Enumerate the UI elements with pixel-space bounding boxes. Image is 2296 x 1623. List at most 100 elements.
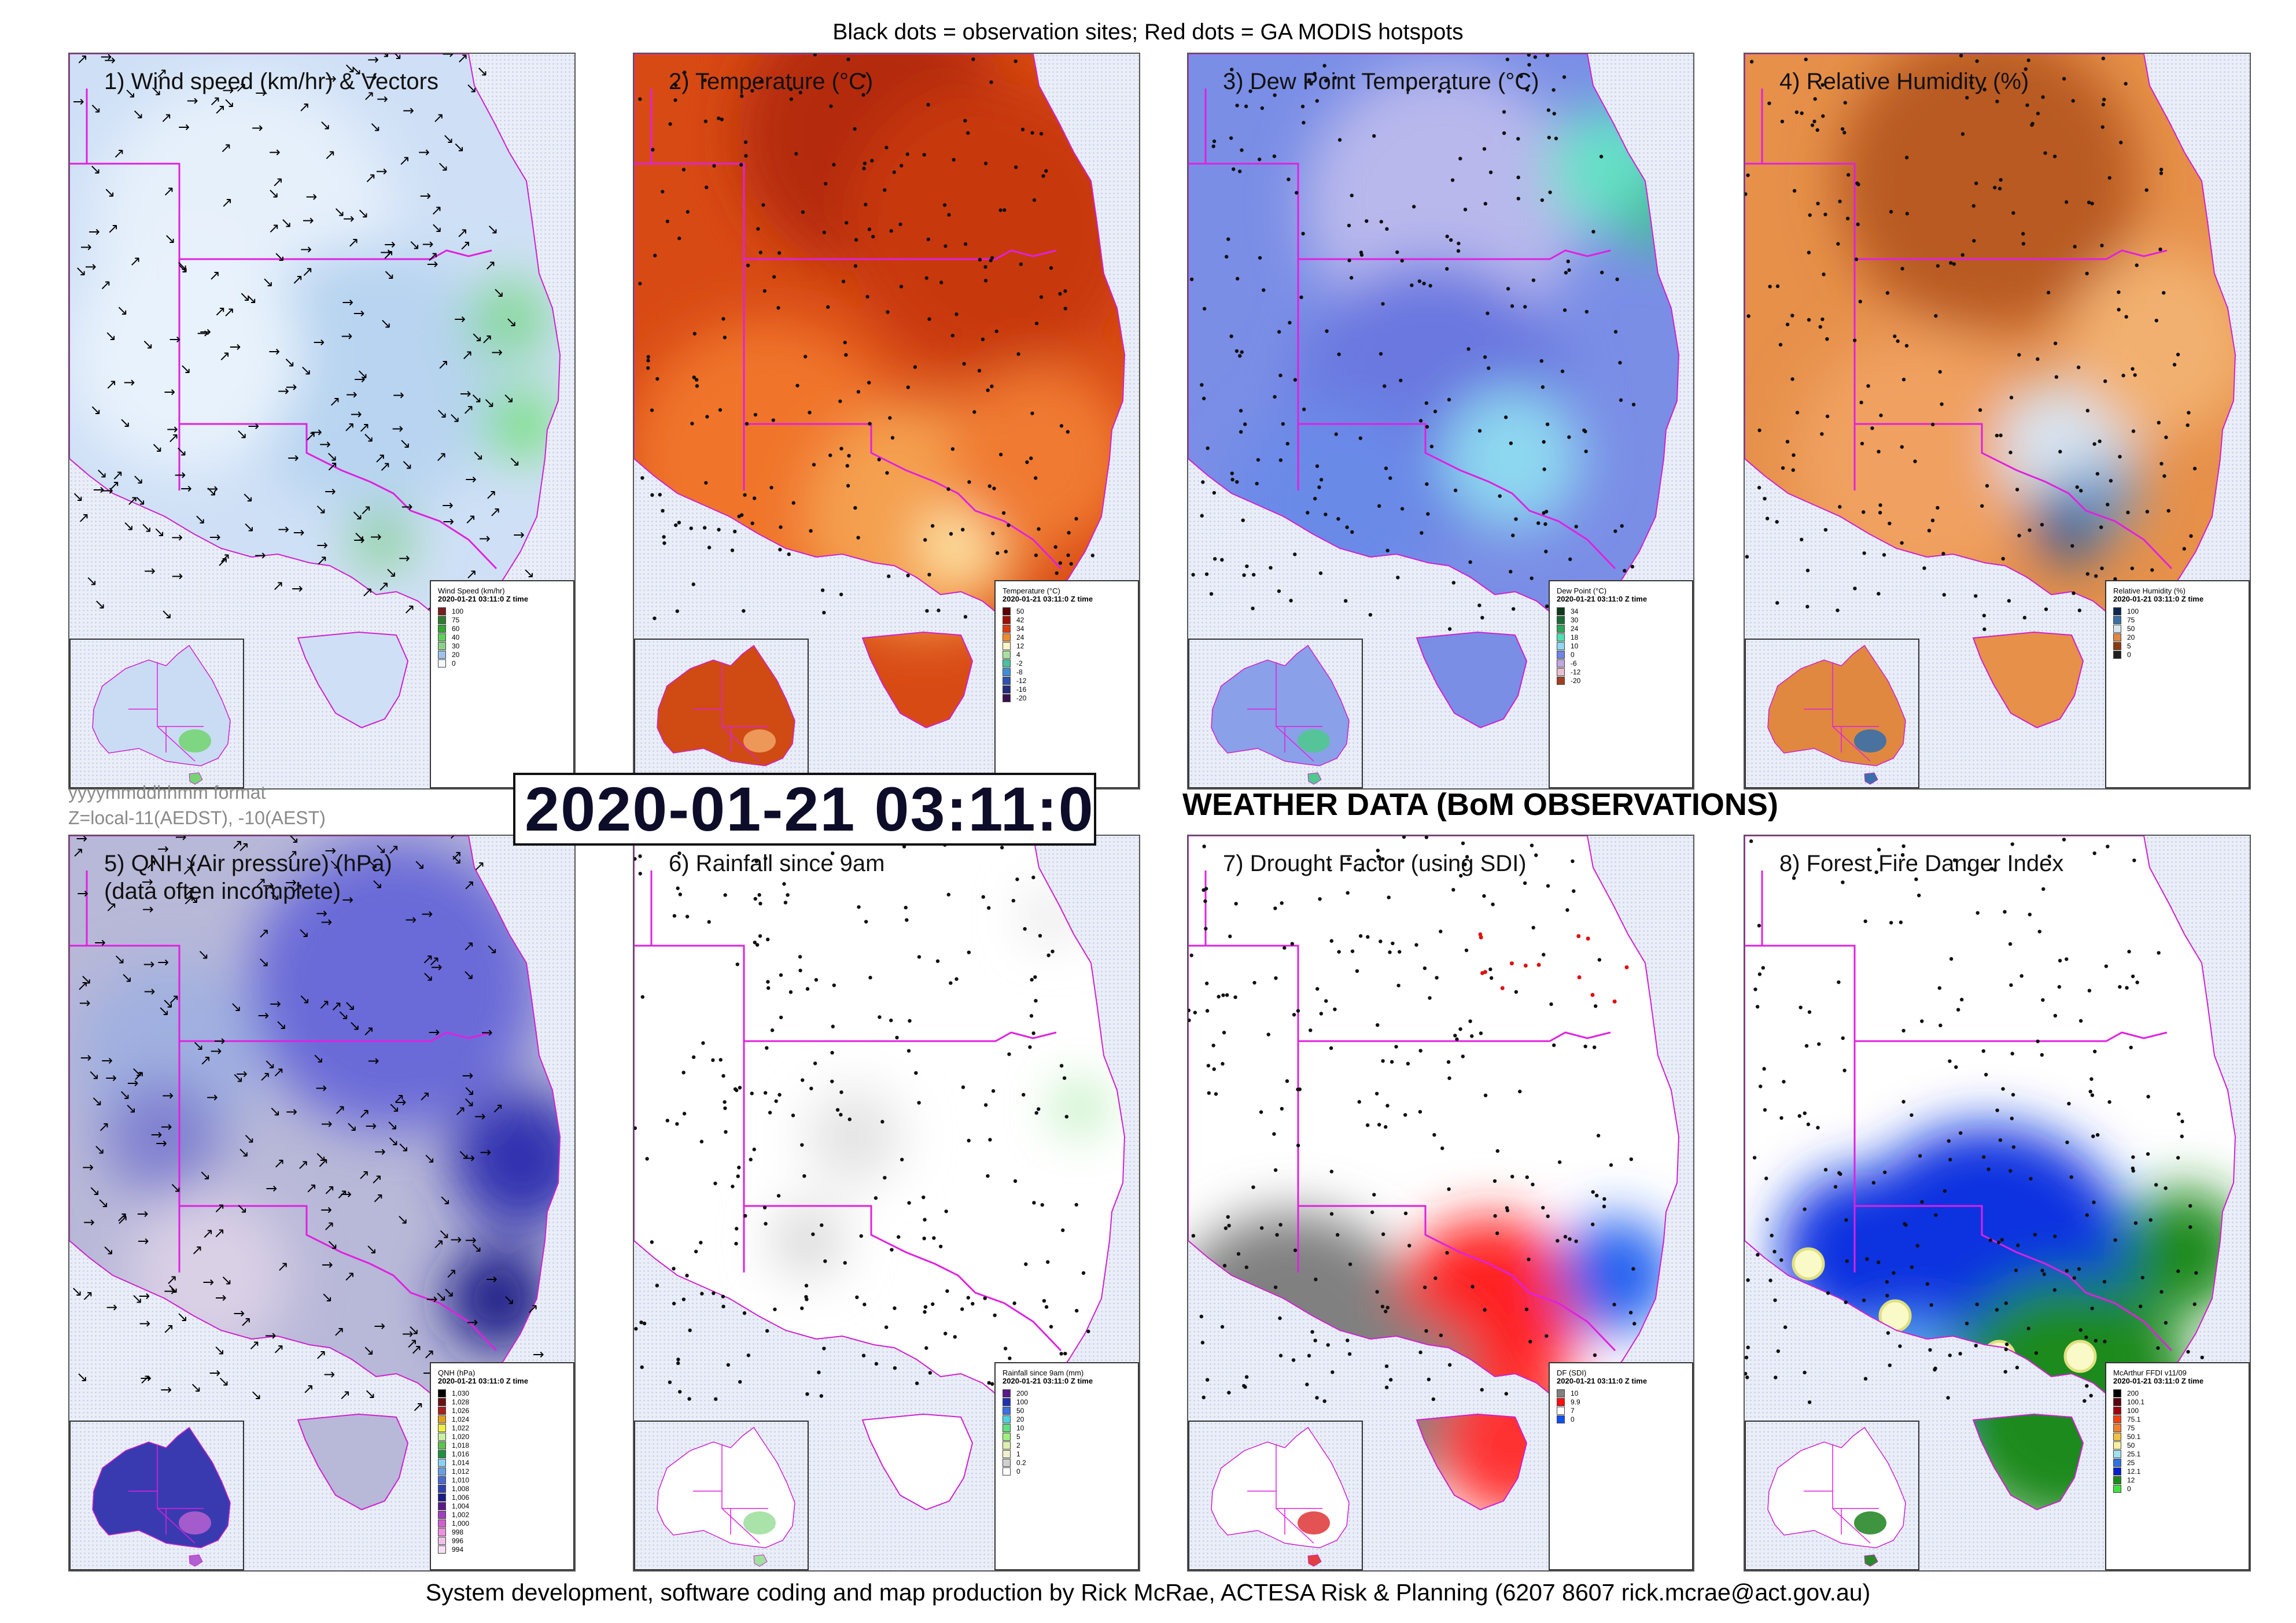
svg-text:↘: ↘ [72, 489, 83, 505]
legend-title: McArthur FFDI v11/09 [2113, 1369, 2187, 1377]
svg-text:→: → [222, 82, 234, 98]
legend-swatch [438, 1415, 446, 1423]
panel-title: 2) Temperature (°C) [669, 68, 873, 95]
svg-text:↗: ↗ [359, 1105, 370, 1122]
svg-text:↗: ↗ [214, 303, 226, 319]
legend-swatch [2113, 1397, 2121, 1406]
svg-text:↘: ↘ [408, 237, 420, 253]
svg-text:↘: ↘ [326, 1237, 338, 1253]
svg-text:↘: ↘ [383, 266, 395, 282]
svg-text:↘: ↘ [399, 435, 411, 451]
legend-label: 9.9 [1571, 1397, 1580, 1406]
svg-text:→: → [353, 532, 365, 548]
legend-time: 2020-01-21 03:11:0 Z time [1557, 1377, 1648, 1385]
svg-text:↗: ↗ [326, 458, 338, 474]
svg-text:→: → [171, 568, 183, 584]
legend-label: 1 [1016, 1449, 1020, 1458]
svg-text:↘: ↘ [436, 405, 448, 421]
svg-text:↘: ↘ [397, 1139, 409, 1155]
legend-row: 1,010 [438, 1476, 567, 1484]
svg-text:↘: ↘ [351, 507, 363, 523]
state-borders [69, 870, 497, 1352]
legend-swatch [438, 659, 446, 667]
svg-text:→: → [481, 1024, 493, 1041]
state-borders [634, 870, 1062, 1352]
svg-text:↗: ↗ [219, 348, 230, 364]
svg-text:→: → [257, 1008, 269, 1024]
svg-text:↗: ↗ [163, 1320, 174, 1337]
svg-text:↗: ↗ [184, 883, 196, 899]
svg-text:↘: ↘ [463, 967, 474, 983]
svg-text:→: → [123, 374, 135, 390]
legend: QNH (hPa) 2020-01-21 03:11:0 Z time 1,030 1… [430, 1362, 574, 1570]
legend-swatch [1003, 694, 1011, 702]
svg-text:→: → [300, 241, 312, 257]
observation-sites [1745, 54, 2197, 632]
svg-text:→: → [106, 1299, 117, 1315]
legend-label: 200 [2127, 1389, 2139, 1397]
svg-text:↘: ↘ [378, 54, 390, 61]
legend-row: 20 [438, 650, 567, 659]
legend-label: 12.1 [2127, 1467, 2141, 1476]
svg-text:→: → [236, 1065, 248, 1082]
legend-swatch [1003, 633, 1011, 641]
svg-text:→: → [101, 1053, 113, 1069]
svg-text:↘: ↘ [124, 85, 136, 101]
svg-text:↘: ↘ [283, 354, 295, 370]
svg-text:↗: ↗ [98, 1119, 110, 1135]
legend-row: 25.1 [2113, 1449, 2243, 1458]
legend-label: 0 [452, 659, 456, 667]
legend-label: 20 [452, 650, 460, 659]
svg-text:→: → [480, 1144, 491, 1160]
legend-swatch [1557, 1397, 1565, 1406]
legend-swatch [1557, 641, 1565, 650]
svg-text:→: → [174, 467, 186, 483]
svg-text:↗: ↗ [72, 844, 84, 861]
svg-text:→: → [79, 995, 91, 1011]
svg-text:↘: ↘ [218, 1373, 229, 1389]
svg-text:↘: ↘ [220, 1272, 232, 1288]
svg-text:↘: ↘ [353, 528, 365, 544]
legend-label: 1,004 [452, 1502, 470, 1510]
svg-text:↘: ↘ [177, 260, 189, 276]
panel-title: 4) Relative Humidity (%) [1779, 68, 2029, 95]
svg-text:↗: ↗ [235, 79, 247, 95]
svg-text:↘: ↘ [449, 410, 460, 426]
svg-text:↘: ↘ [131, 1064, 143, 1080]
svg-text:↘: ↘ [346, 1119, 358, 1135]
legend-swatch [438, 1458, 446, 1467]
legend: Rainfall since 9am (mm) 2020-01-21 03:11:… [994, 1362, 1139, 1570]
legend-swatch [438, 633, 446, 641]
svg-text:↘: ↘ [471, 329, 482, 345]
svg-text:↘: ↘ [326, 448, 338, 464]
svg-text:↗: ↗ [323, 1182, 335, 1198]
svg-text:↘: ↘ [486, 940, 497, 957]
svg-text:→: → [365, 1117, 377, 1134]
legend-swatch [1003, 1441, 1011, 1449]
legend-label: 7 [1571, 1406, 1575, 1415]
svg-text:↘: ↘ [162, 995, 174, 1011]
svg-text:↗: ↗ [363, 1023, 374, 1039]
panel-title-line: 8) Forest Fire Danger Index [1779, 851, 2064, 876]
svg-text:↘: ↘ [503, 1292, 515, 1308]
legend-row: 4 [1003, 650, 1132, 659]
legend-swatch [438, 1484, 446, 1493]
legend-swatch [1003, 1397, 1011, 1406]
legend-label: 50.1 [2127, 1432, 2141, 1441]
svg-text:↗: ↗ [399, 152, 410, 168]
legend-swatch [438, 1493, 446, 1502]
svg-text:→: → [278, 521, 289, 537]
legend-label: 1,016 [452, 1449, 470, 1458]
svg-text:↘: ↘ [176, 1309, 188, 1325]
legend: Relative Humidity (%) 2020-01-21 03:11:0 … [2105, 580, 2250, 788]
svg-text:→: → [426, 1291, 437, 1307]
legend-swatch [1557, 1389, 1565, 1397]
panel-relative-humidity: 4) Relative Humidity (%) Relative Humidit… [1744, 53, 2251, 790]
svg-text:→: → [180, 480, 192, 496]
observation-sites: ↘↗→↘ ↗→↗→↘↗→↘↗→↘↗↘↗→↘↗→↘↗→↘↗→↘→↘↗→↘↗↘↗→↗→… [72, 54, 535, 622]
legend-swatch [438, 1449, 446, 1458]
legend-row: 200 [2113, 1389, 2243, 1397]
legend-label: -8 [1016, 667, 1023, 676]
svg-text:→: → [293, 525, 305, 541]
svg-text:→: → [288, 450, 299, 466]
